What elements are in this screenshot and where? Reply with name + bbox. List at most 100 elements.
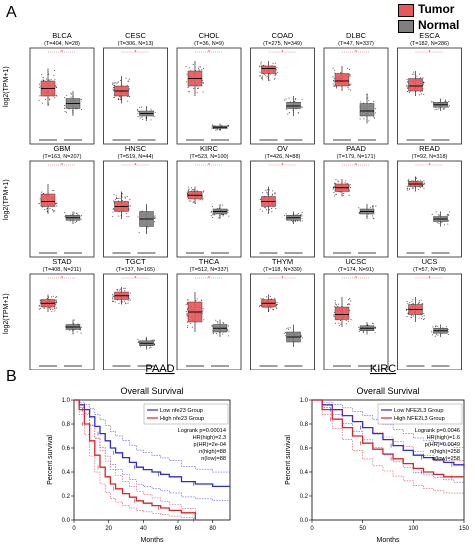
tumor-point [129, 96, 131, 98]
boxplot-title: UCSC [345, 257, 367, 266]
tumor-point [113, 96, 115, 98]
normal-point [64, 97, 66, 99]
tumor-point [202, 198, 204, 200]
normal-point [213, 214, 215, 216]
normal-point [69, 329, 71, 331]
tumor-point [269, 74, 271, 76]
tumor-point [265, 75, 267, 77]
boxplot-title: THYM [272, 257, 293, 266]
boxplot-subtitle: (T=179, N=171) [337, 154, 376, 160]
tumor-point [49, 208, 51, 210]
tumor-point [117, 97, 119, 99]
tumor-point [56, 205, 58, 207]
tumor-point [271, 211, 273, 213]
tumor-point [423, 180, 425, 182]
tumor-point [38, 305, 40, 307]
normal-point [212, 214, 214, 216]
tumor-point [411, 317, 413, 319]
tumor-box [261, 65, 276, 74]
tumor-point [333, 79, 335, 82]
tumor-point [195, 300, 197, 302]
tumor-point [259, 71, 261, 73]
tumor-point [112, 83, 114, 85]
y-axis-label: Percent survival [285, 435, 292, 485]
normal-point [284, 335, 286, 337]
tumor-point [190, 187, 193, 189]
boxplot-subtitle: (T=519, N=44) [118, 154, 154, 160]
tumor-point [39, 86, 41, 88]
tumor-point [346, 67, 349, 69]
x-tick-label: 150 [459, 526, 470, 532]
tumor-point [128, 88, 131, 90]
normal-point [301, 215, 303, 217]
normal-point [294, 221, 296, 223]
tumor-point [127, 302, 129, 304]
normal-point [301, 98, 303, 100]
tumor-point [112, 299, 114, 301]
tumor-point [46, 78, 48, 80]
tumor-point [272, 62, 274, 64]
normal-point [287, 113, 289, 115]
tumor-point [348, 68, 351, 70]
tumor-point [202, 68, 204, 70]
normal-point [146, 227, 148, 229]
boxplot-subtitle: (T=163, N=207) [43, 154, 82, 160]
normal-point [212, 216, 214, 219]
normal-point [227, 125, 229, 127]
tumor-point [264, 207, 267, 209]
tumor-point [333, 195, 335, 197]
tumor-point [55, 303, 57, 305]
normal-point [150, 119, 152, 121]
normal-point [145, 117, 147, 119]
normal-point [374, 327, 376, 329]
tumor-point [187, 326, 189, 329]
normal-point [288, 112, 290, 114]
normal-point [301, 106, 303, 108]
normal-point [295, 99, 297, 101]
normal-point [153, 217, 156, 219]
tumor-point [202, 80, 204, 82]
tumor-point [337, 180, 339, 182]
significance-star: * [61, 276, 63, 282]
tumor-point [115, 199, 117, 201]
tumor-point [38, 83, 40, 85]
tumor-point [112, 298, 114, 300]
normal-point [139, 107, 141, 109]
tumor-point [120, 79, 122, 81]
survival-stat: n(high)=88 [199, 449, 226, 455]
tumor-point [334, 302, 336, 304]
tumor-point [349, 310, 351, 312]
boxplot-subtitle: (T=174, N=91) [338, 267, 374, 273]
tumor-point [423, 318, 425, 321]
normal-point [371, 215, 374, 217]
tumor-point [113, 84, 115, 86]
tumor-point [271, 208, 273, 210]
normal-point [137, 341, 139, 343]
normal-point [64, 107, 66, 109]
tumor-point [196, 298, 198, 300]
normal-point [447, 331, 449, 333]
normal-box [359, 103, 375, 117]
normal-point [76, 220, 78, 222]
boxplot-frame [176, 273, 242, 370]
normal-point [430, 101, 433, 103]
boxplot-title: HNSC [125, 144, 147, 153]
tumor-point [188, 188, 190, 190]
normal-point [438, 108, 440, 110]
survival-heading: PAAD [145, 363, 174, 375]
boxplot-subtitle: (T=137, N=165) [116, 267, 155, 273]
x-tick-label: 60 [175, 526, 182, 532]
boxplot-grid: BLCA(T=404, N=28) * CESC(T=306, N=13) * CHOL… [29, 31, 462, 370]
tumor-point [186, 313, 188, 315]
tumor-point [333, 314, 335, 316]
tumor-point [53, 74, 55, 77]
tumor-point [342, 194, 344, 197]
tumor-point [348, 302, 350, 304]
tumor-point [39, 95, 41, 97]
normal-point [298, 112, 300, 114]
tumor-point [261, 210, 263, 212]
normal-point [368, 120, 370, 122]
significance-star: * [282, 276, 284, 282]
tumor-point [260, 63, 262, 65]
normal-point [148, 347, 150, 349]
